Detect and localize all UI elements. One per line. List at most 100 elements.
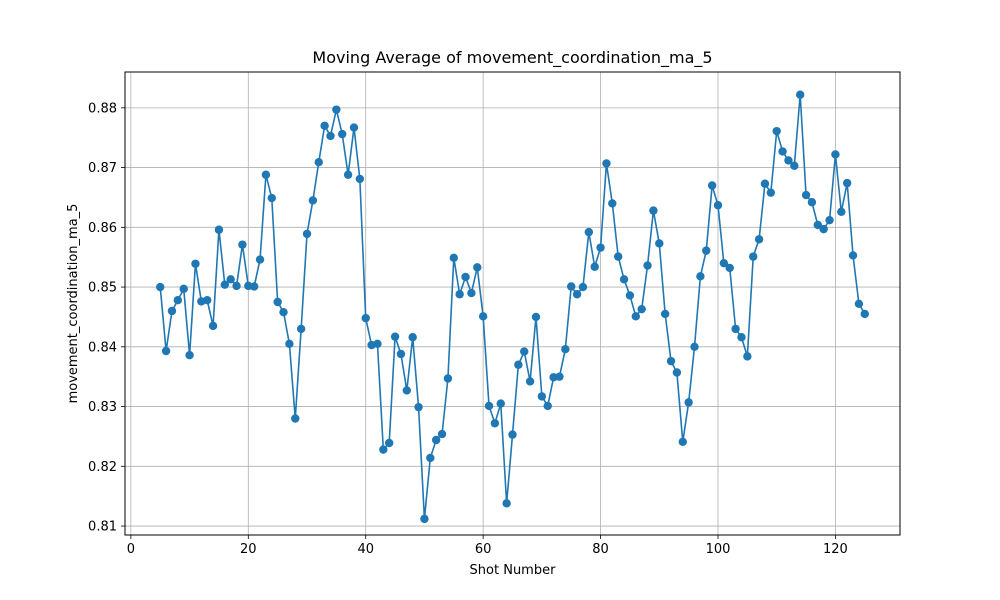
data-point (795, 90, 805, 99)
data-point (613, 252, 623, 261)
data-point (813, 220, 822, 230)
data-point (420, 514, 429, 524)
data-point (784, 156, 793, 165)
data-point (637, 304, 646, 314)
x-tick-label: 100 (706, 542, 731, 557)
data-point (672, 368, 682, 377)
data-point (567, 282, 576, 291)
data-point (713, 201, 723, 210)
data-point (332, 105, 341, 114)
data-point (279, 307, 288, 317)
data-point (584, 227, 594, 237)
data-point (696, 272, 705, 281)
data-point (185, 350, 194, 360)
data-point (725, 263, 734, 273)
data-point (484, 401, 494, 411)
data-point (496, 399, 505, 408)
data-point (837, 207, 846, 216)
data-point (490, 419, 500, 428)
data-point (766, 188, 776, 197)
y-tick-label: 0.87 (88, 161, 117, 176)
data-point (414, 402, 423, 412)
data-point (238, 240, 247, 249)
data-point (449, 253, 458, 262)
y-tick-label: 0.81 (88, 520, 117, 535)
data-point (478, 312, 488, 321)
plot-frame (124, 71, 901, 536)
data-point (302, 229, 312, 239)
data-point (655, 239, 664, 248)
data-point (361, 313, 370, 323)
data-point (473, 263, 482, 272)
data-point (402, 386, 412, 395)
data-point (831, 150, 840, 159)
chart-title: Moving Average of movement_coordination_… (312, 48, 712, 68)
data-point (285, 339, 294, 349)
data-point (702, 246, 711, 255)
data-point (525, 377, 535, 386)
x-tick-label: 80 (592, 542, 609, 557)
data-point (314, 158, 323, 167)
data-point (426, 453, 435, 463)
data-point (772, 126, 781, 136)
data-point (608, 199, 617, 208)
data-point (537, 392, 547, 401)
data-point (373, 339, 382, 349)
y-axis-label: movement_coordination_ma_5 (66, 204, 81, 404)
data-point (602, 159, 611, 168)
data-point (514, 360, 523, 369)
data-point (649, 206, 658, 215)
data-point (167, 306, 177, 316)
data-point (807, 198, 817, 207)
data-point (232, 281, 241, 291)
data-point (825, 215, 834, 225)
data-point (754, 235, 764, 244)
x-axis-label: Shot Number (470, 563, 557, 578)
data-point (179, 284, 188, 294)
x-tick-label: 20 (240, 542, 257, 557)
data-point (848, 251, 858, 260)
data-point (801, 190, 811, 200)
data-point (343, 170, 353, 179)
data-point (643, 261, 652, 270)
data-point (631, 312, 640, 321)
data-point (431, 435, 441, 445)
data-point (731, 324, 740, 334)
data-point (455, 290, 464, 299)
data-point (719, 258, 729, 268)
data-point (625, 291, 635, 300)
data-point (790, 161, 799, 170)
y-tick-label: 0.85 (88, 281, 117, 296)
data-point (619, 275, 629, 284)
y-axis-ticks: 0.81 0.82 0.83 0.84 0.85 0.86 0.87 0.88 (88, 101, 125, 535)
data-point (760, 179, 770, 188)
data-point (156, 282, 165, 292)
data-point (390, 332, 400, 341)
data-point (291, 414, 300, 423)
data-point (596, 243, 605, 252)
data-point (467, 288, 476, 298)
data-point (443, 374, 453, 383)
data-point (220, 280, 230, 289)
data-point (461, 272, 470, 282)
data-point (261, 170, 271, 179)
data-point (666, 356, 676, 366)
data-point (203, 296, 212, 305)
data-point (437, 429, 447, 439)
x-tick-label: 0 (127, 542, 135, 557)
data-point (678, 437, 687, 446)
data-point (572, 290, 582, 299)
data-point (208, 321, 218, 331)
y-tick-label: 0.83 (88, 400, 117, 415)
data-point (860, 309, 869, 319)
data-point (561, 345, 570, 354)
data-point (267, 193, 276, 203)
data-point (349, 123, 359, 132)
data-point (854, 299, 864, 308)
data-point (502, 499, 511, 508)
data-point (308, 196, 318, 205)
data-point (385, 438, 394, 448)
data-point (684, 398, 693, 407)
